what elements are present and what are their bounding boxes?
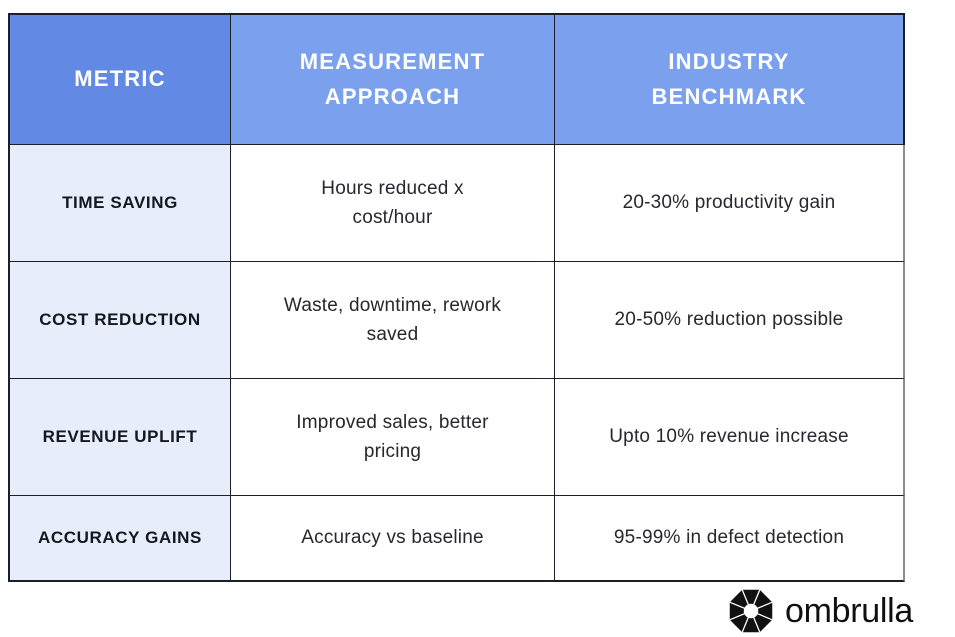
approach-cell: Hours reduced x cost/hour xyxy=(231,145,555,262)
benchmark-cell: 95-99% in defect detection xyxy=(555,496,905,582)
metric-label: REVENUE UPLIFT xyxy=(42,427,198,446)
header-cell-metric: METRIC xyxy=(10,15,231,145)
approach-cell: Improved sales, better pricing xyxy=(231,379,555,496)
benchmark-text: Upto 10% revenue increase xyxy=(609,426,849,448)
header-cell-measurement-approach: MEASUREMENT APPROACH xyxy=(231,15,555,145)
approach-text: Hours reduced x cost/hour xyxy=(321,177,464,228)
benchmark-table: METRIC MEASUREMENT APPROACH INDUSTRY BEN… xyxy=(8,13,905,582)
approach-text: Improved sales, better pricing xyxy=(296,411,489,462)
metric-label: TIME SAVING xyxy=(62,193,178,212)
benchmark-text: 20-30% productivity gain xyxy=(622,192,836,214)
approach-cell: Waste, downtime, rework saved xyxy=(231,262,555,379)
metric-cell-accuracy-gains: ACCURACY GAINS xyxy=(10,496,231,582)
benchmark-text: 20-50% reduction possible xyxy=(614,309,844,331)
header-cell-industry-benchmark: INDUSTRY BENCHMARK xyxy=(555,15,905,145)
brand-name: ombrulla xyxy=(785,591,913,630)
benchmark-cell: Upto 10% revenue increase xyxy=(555,379,905,496)
benchmark-cell: 20-30% productivity gain xyxy=(555,145,905,262)
metric-cell-time-saving: TIME SAVING xyxy=(10,145,231,262)
header-label: METRIC xyxy=(74,66,166,92)
metric-cell-cost-reduction: COST REDUCTION xyxy=(10,262,231,379)
approach-text: Accuracy vs baseline xyxy=(301,527,484,549)
brand-logo: ombrulla xyxy=(726,585,913,637)
approach-cell: Accuracy vs baseline xyxy=(231,496,555,582)
metric-label: ACCURACY GAINS xyxy=(38,528,202,547)
header-label: MEASUREMENT APPROACH xyxy=(299,49,486,109)
ombrulla-octagon-icon xyxy=(729,589,773,633)
benchmark-text: 95-99% in defect detection xyxy=(613,527,845,549)
approach-text: Waste, downtime, rework saved xyxy=(283,294,502,345)
metric-label: COST REDUCTION xyxy=(39,310,201,329)
benchmark-cell: 20-50% reduction possible xyxy=(555,262,905,379)
metric-cell-revenue-uplift: REVENUE UPLIFT xyxy=(10,379,231,496)
header-label: INDUSTRY BENCHMARK xyxy=(651,49,807,109)
